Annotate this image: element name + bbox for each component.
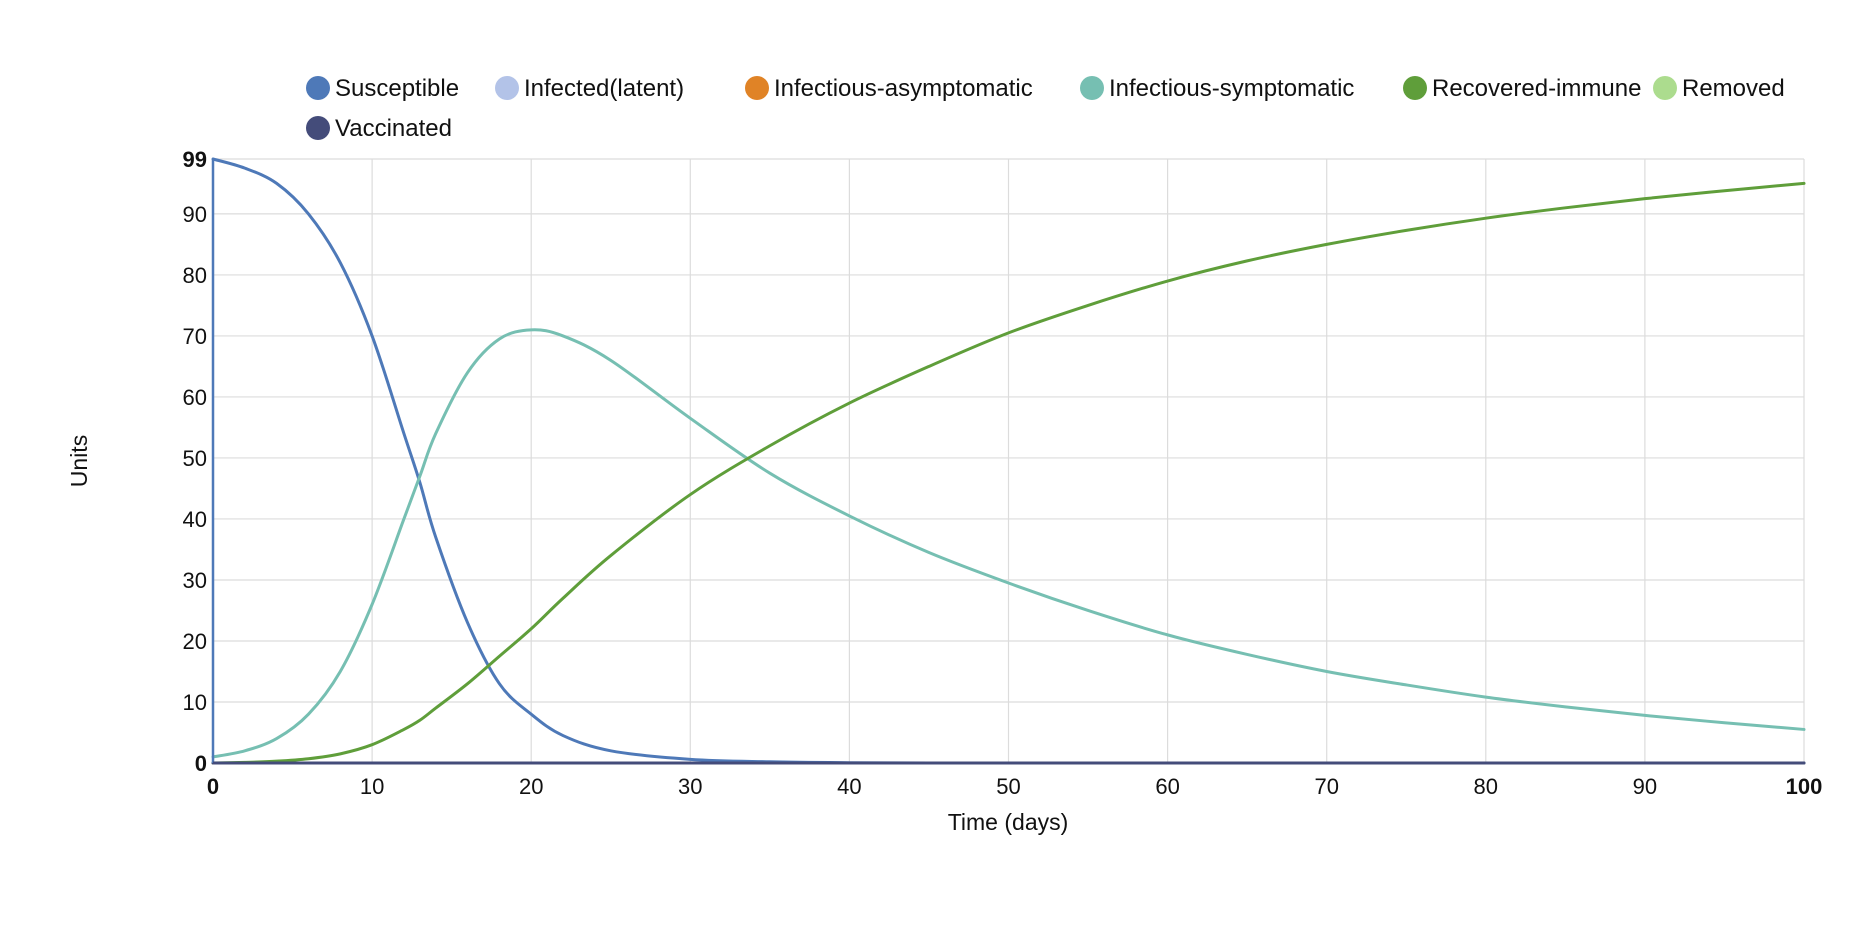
y-tick-label-60: 60 — [183, 385, 207, 410]
x-tick-label-80: 80 — [1474, 774, 1498, 799]
y-tick-label-50: 50 — [183, 446, 207, 471]
x-tick-label-60: 60 — [1155, 774, 1179, 799]
legend-item-infectious-symptomatic[interactable]: Infectious-symptomatic — [1080, 75, 1354, 102]
legend: Susceptible Infected(latent) Infectious-as… — [306, 75, 1785, 142]
legend-item-removed[interactable]: Removed — [1653, 75, 1785, 102]
legend-label-infectious-asymptomatic: Infectious-asymptomatic — [774, 75, 1033, 102]
legend-swatch-infected-latent — [495, 76, 519, 100]
x-tick-label-10: 10 — [360, 774, 384, 799]
series-line-recovered-immune — [211, 181, 1806, 765]
x-tick-label-0: 0 — [207, 774, 219, 799]
legend-swatch-infectious-symptomatic — [1080, 76, 1104, 100]
legend-item-recovered-immune[interactable]: Recovered-immune — [1403, 75, 1641, 102]
x-axis-label: Time (days) — [948, 809, 1069, 835]
legend-label-infected-latent: Infected(latent) — [524, 75, 684, 102]
legend-label-vaccinated: Vaccinated — [335, 115, 452, 142]
legend-swatch-recovered-immune — [1403, 76, 1427, 100]
x-tick-label-50: 50 — [996, 774, 1020, 799]
series-line-infectious-symptomatic — [211, 328, 1806, 759]
x-tick-label-100: 100 — [1786, 774, 1823, 799]
axis-layer: 0 10 20 30 40 50 60 70 80 90 100 0 10 20 30 40 50 60 70 80 9… — [183, 147, 1823, 799]
y-axis-label: Units — [66, 435, 92, 487]
y-tick-label-20: 20 — [183, 629, 207, 654]
legend-item-susceptible[interactable]: Susceptible — [306, 75, 459, 102]
grid-layer — [213, 158, 1805, 763]
legend-label-susceptible: Susceptible — [335, 75, 459, 102]
y-tick-label-40: 40 — [183, 507, 207, 532]
legend-swatch-susceptible — [306, 76, 330, 100]
legend-label-infectious-symptomatic: Infectious-symptomatic — [1109, 75, 1354, 102]
y-tick-label-10: 10 — [183, 690, 207, 715]
y-tick-label-90: 90 — [183, 202, 207, 227]
legend-label-recovered-immune: Recovered-immune — [1432, 75, 1641, 102]
axis-labels: Time (days) Units — [66, 435, 1068, 835]
x-tick-label-30: 30 — [678, 774, 702, 799]
legend-swatch-infectious-asymptomatic — [745, 76, 769, 100]
y-tick-label-80: 80 — [183, 263, 207, 288]
x-tick-label-40: 40 — [837, 774, 861, 799]
y-tick-label-70: 70 — [183, 324, 207, 349]
x-tick-label-20: 20 — [519, 774, 543, 799]
legend-label-removed: Removed — [1682, 75, 1785, 102]
legend-item-infectious-asymptomatic[interactable]: Infectious-asymptomatic — [745, 75, 1033, 102]
legend-item-vaccinated[interactable]: Vaccinated — [306, 115, 452, 142]
y-tick-label-30: 30 — [183, 568, 207, 593]
x-tick-label-70: 70 — [1314, 774, 1338, 799]
legend-swatch-vaccinated — [306, 116, 330, 140]
legend-swatch-removed — [1653, 76, 1677, 100]
y-tick-label-0: 0 — [195, 751, 207, 776]
legend-item-infected-latent[interactable]: Infected(latent) — [495, 75, 684, 102]
y-tick-label-99: 99 — [183, 147, 207, 172]
x-tick-label-90: 90 — [1633, 774, 1657, 799]
